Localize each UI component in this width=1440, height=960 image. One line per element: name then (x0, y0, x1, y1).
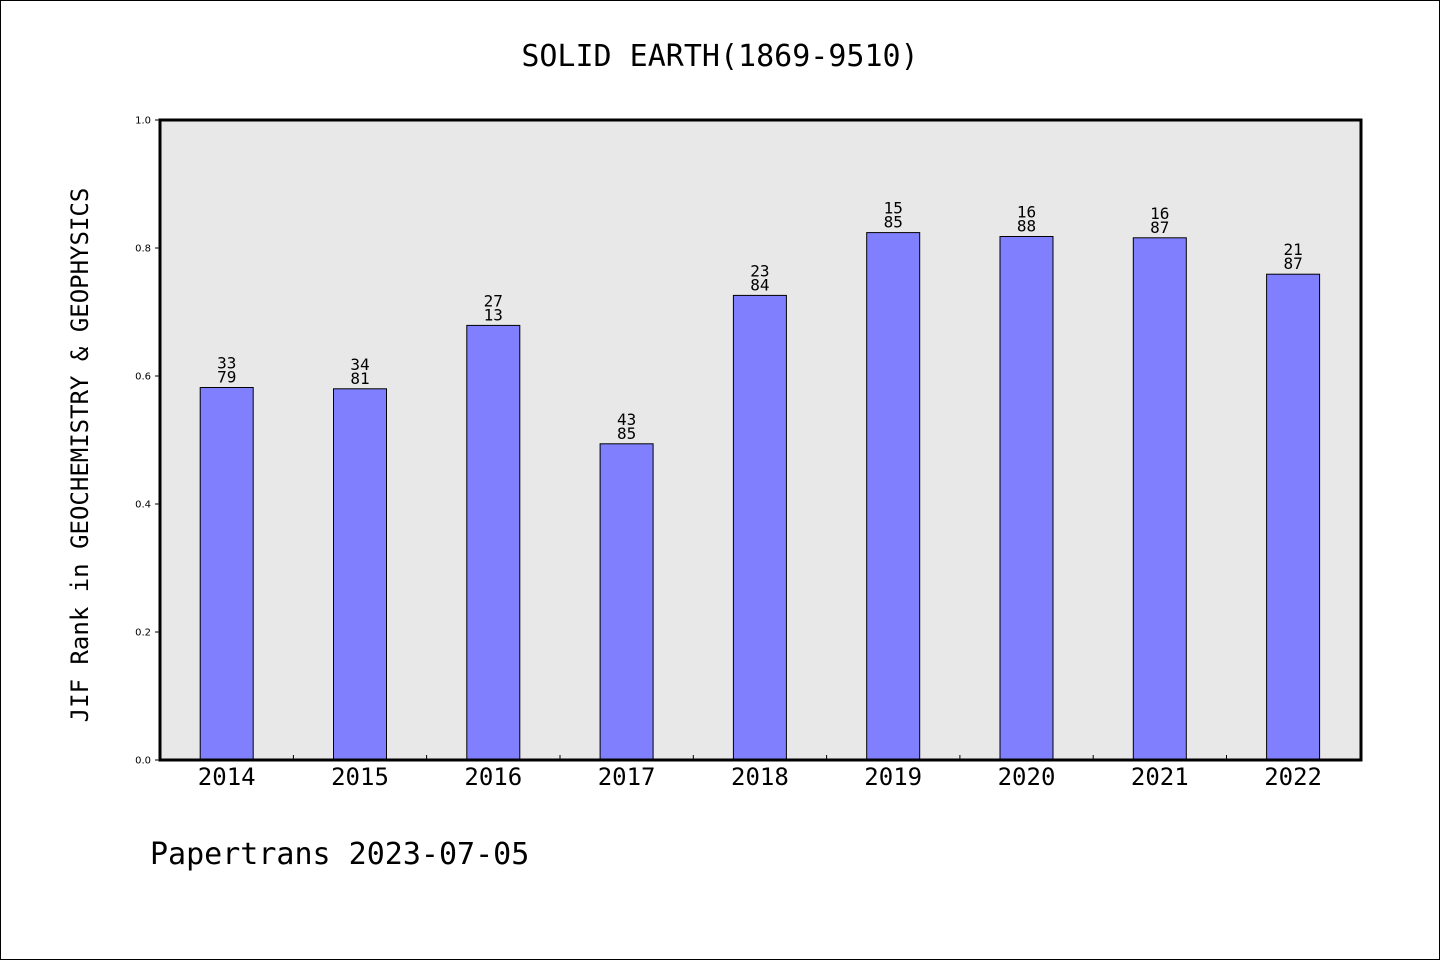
y-tick-label-0.6: 0.6 (135, 372, 151, 383)
x-tick-label-2015: 2015 (331, 763, 389, 791)
bar-label-rank-2018: 23 (750, 261, 769, 280)
bar-2015 (333, 388, 387, 761)
bar-2018 (732, 294, 787, 761)
bar-label-rank-2020: 16 (1017, 203, 1036, 222)
bars-layer (199, 232, 1321, 761)
bar-2017 (599, 443, 654, 761)
bar-2022 (1266, 273, 1321, 761)
bar-label-total-2019: 85 (884, 213, 903, 232)
bar-label-rank-2021: 16 (1150, 204, 1169, 223)
x-axis-ticks: 2014 2015 2016 2017 2018 2019 2020 2021 2022 (198, 755, 1322, 791)
plot-border (158, 118, 1363, 762)
y-tick-label-0.4: 0.4 (135, 500, 151, 511)
bar-label-total-2020: 88 (1017, 217, 1036, 236)
bar-label-total-2015: 81 (350, 369, 369, 388)
bar-2020 (999, 236, 1054, 761)
x-tick-label-2020: 2020 (998, 763, 1056, 791)
bar-label-rank-2019: 15 (884, 199, 903, 218)
x-tick-label-2014: 2014 (198, 763, 256, 791)
y-tick-label-1.0: 1.0 (135, 116, 151, 127)
bar-label-rank-2022: 21 (1283, 240, 1302, 259)
bar-label-total-2017: 85 (617, 424, 636, 443)
bar-2014 (199, 387, 254, 761)
x-tick-label-2021: 2021 (1131, 763, 1189, 791)
y-tick-label-0.8: 0.8 (135, 244, 151, 255)
bar-2019 (866, 232, 921, 761)
bar-label-total-2014: 79 (217, 368, 236, 387)
bar-label-rank-2015: 34 (350, 355, 369, 374)
bar-label-total-2022: 87 (1283, 254, 1302, 273)
bar-2016 (466, 324, 521, 761)
x-tick-label-2019: 2019 (864, 763, 922, 791)
x-tick-label-2017: 2017 (598, 763, 656, 791)
y-tick-label-0.2: 0.2 (135, 628, 151, 639)
bar-label-total-2016: 13 (484, 305, 503, 324)
bar-label-rank-2014: 33 (217, 354, 236, 373)
y-tick-label-0.0: 0.0 (135, 756, 151, 767)
bar-2021 (1132, 237, 1187, 761)
x-tick-label-2018: 2018 (731, 763, 789, 791)
bar-label-total-2021: 87 (1150, 218, 1169, 237)
x-tick-label-2016: 2016 (464, 763, 522, 791)
x-tick-label-2022: 2022 (1264, 763, 1322, 791)
y-axis-label: JIF Rank in GEOCHEMISTRY & GEOPHYSICS (66, 188, 94, 723)
bar-label-rank-2016: 27 (484, 291, 503, 310)
footer-text: Papertrans 2023-07-05 (150, 837, 529, 872)
bar-label-rank-2017: 43 (617, 410, 636, 429)
bar-label-total-2018: 84 (750, 275, 769, 294)
y-axis-ticks: 0.0 0.2 0.4 0.6 0.8 1.0 (135, 116, 160, 767)
chart-title: SOLID EARTH(1869-9510) (521, 39, 918, 74)
